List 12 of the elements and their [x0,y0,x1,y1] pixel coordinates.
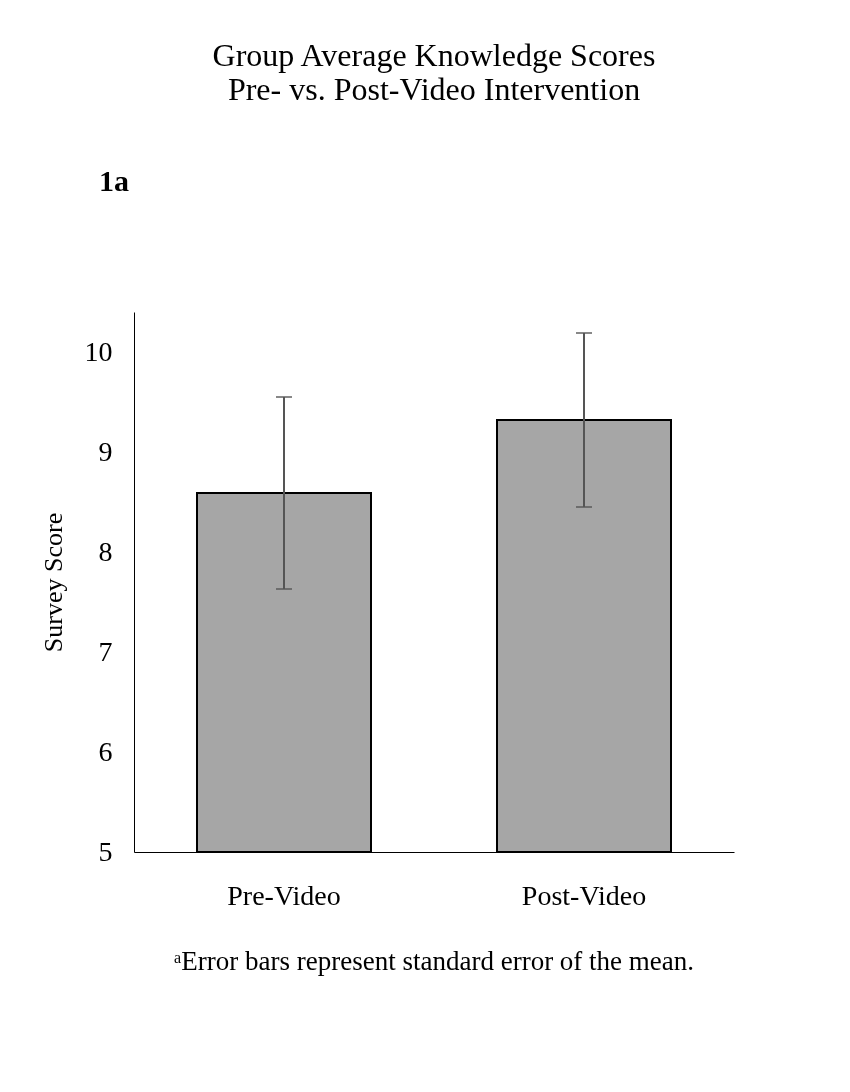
text: ᵃError bars represent standard error of the mean. [173,946,695,976]
y-tick-label: 5 [98,835,113,867]
y-axis-title: Survey Score [38,512,68,653]
text: 1a [99,164,129,197]
y-tick-label: 6 [98,735,113,767]
x-tick-label: Post-Video [521,879,647,911]
text: Group Average Knowledge Scores [212,37,656,73]
y-tick-label: 8 [98,535,113,567]
y-tick-label: 9 [98,435,113,467]
y-tick-label: 10 [84,335,113,367]
y-tick-label: 7 [98,635,113,667]
x-tick-label: Pre-Video [227,879,341,911]
